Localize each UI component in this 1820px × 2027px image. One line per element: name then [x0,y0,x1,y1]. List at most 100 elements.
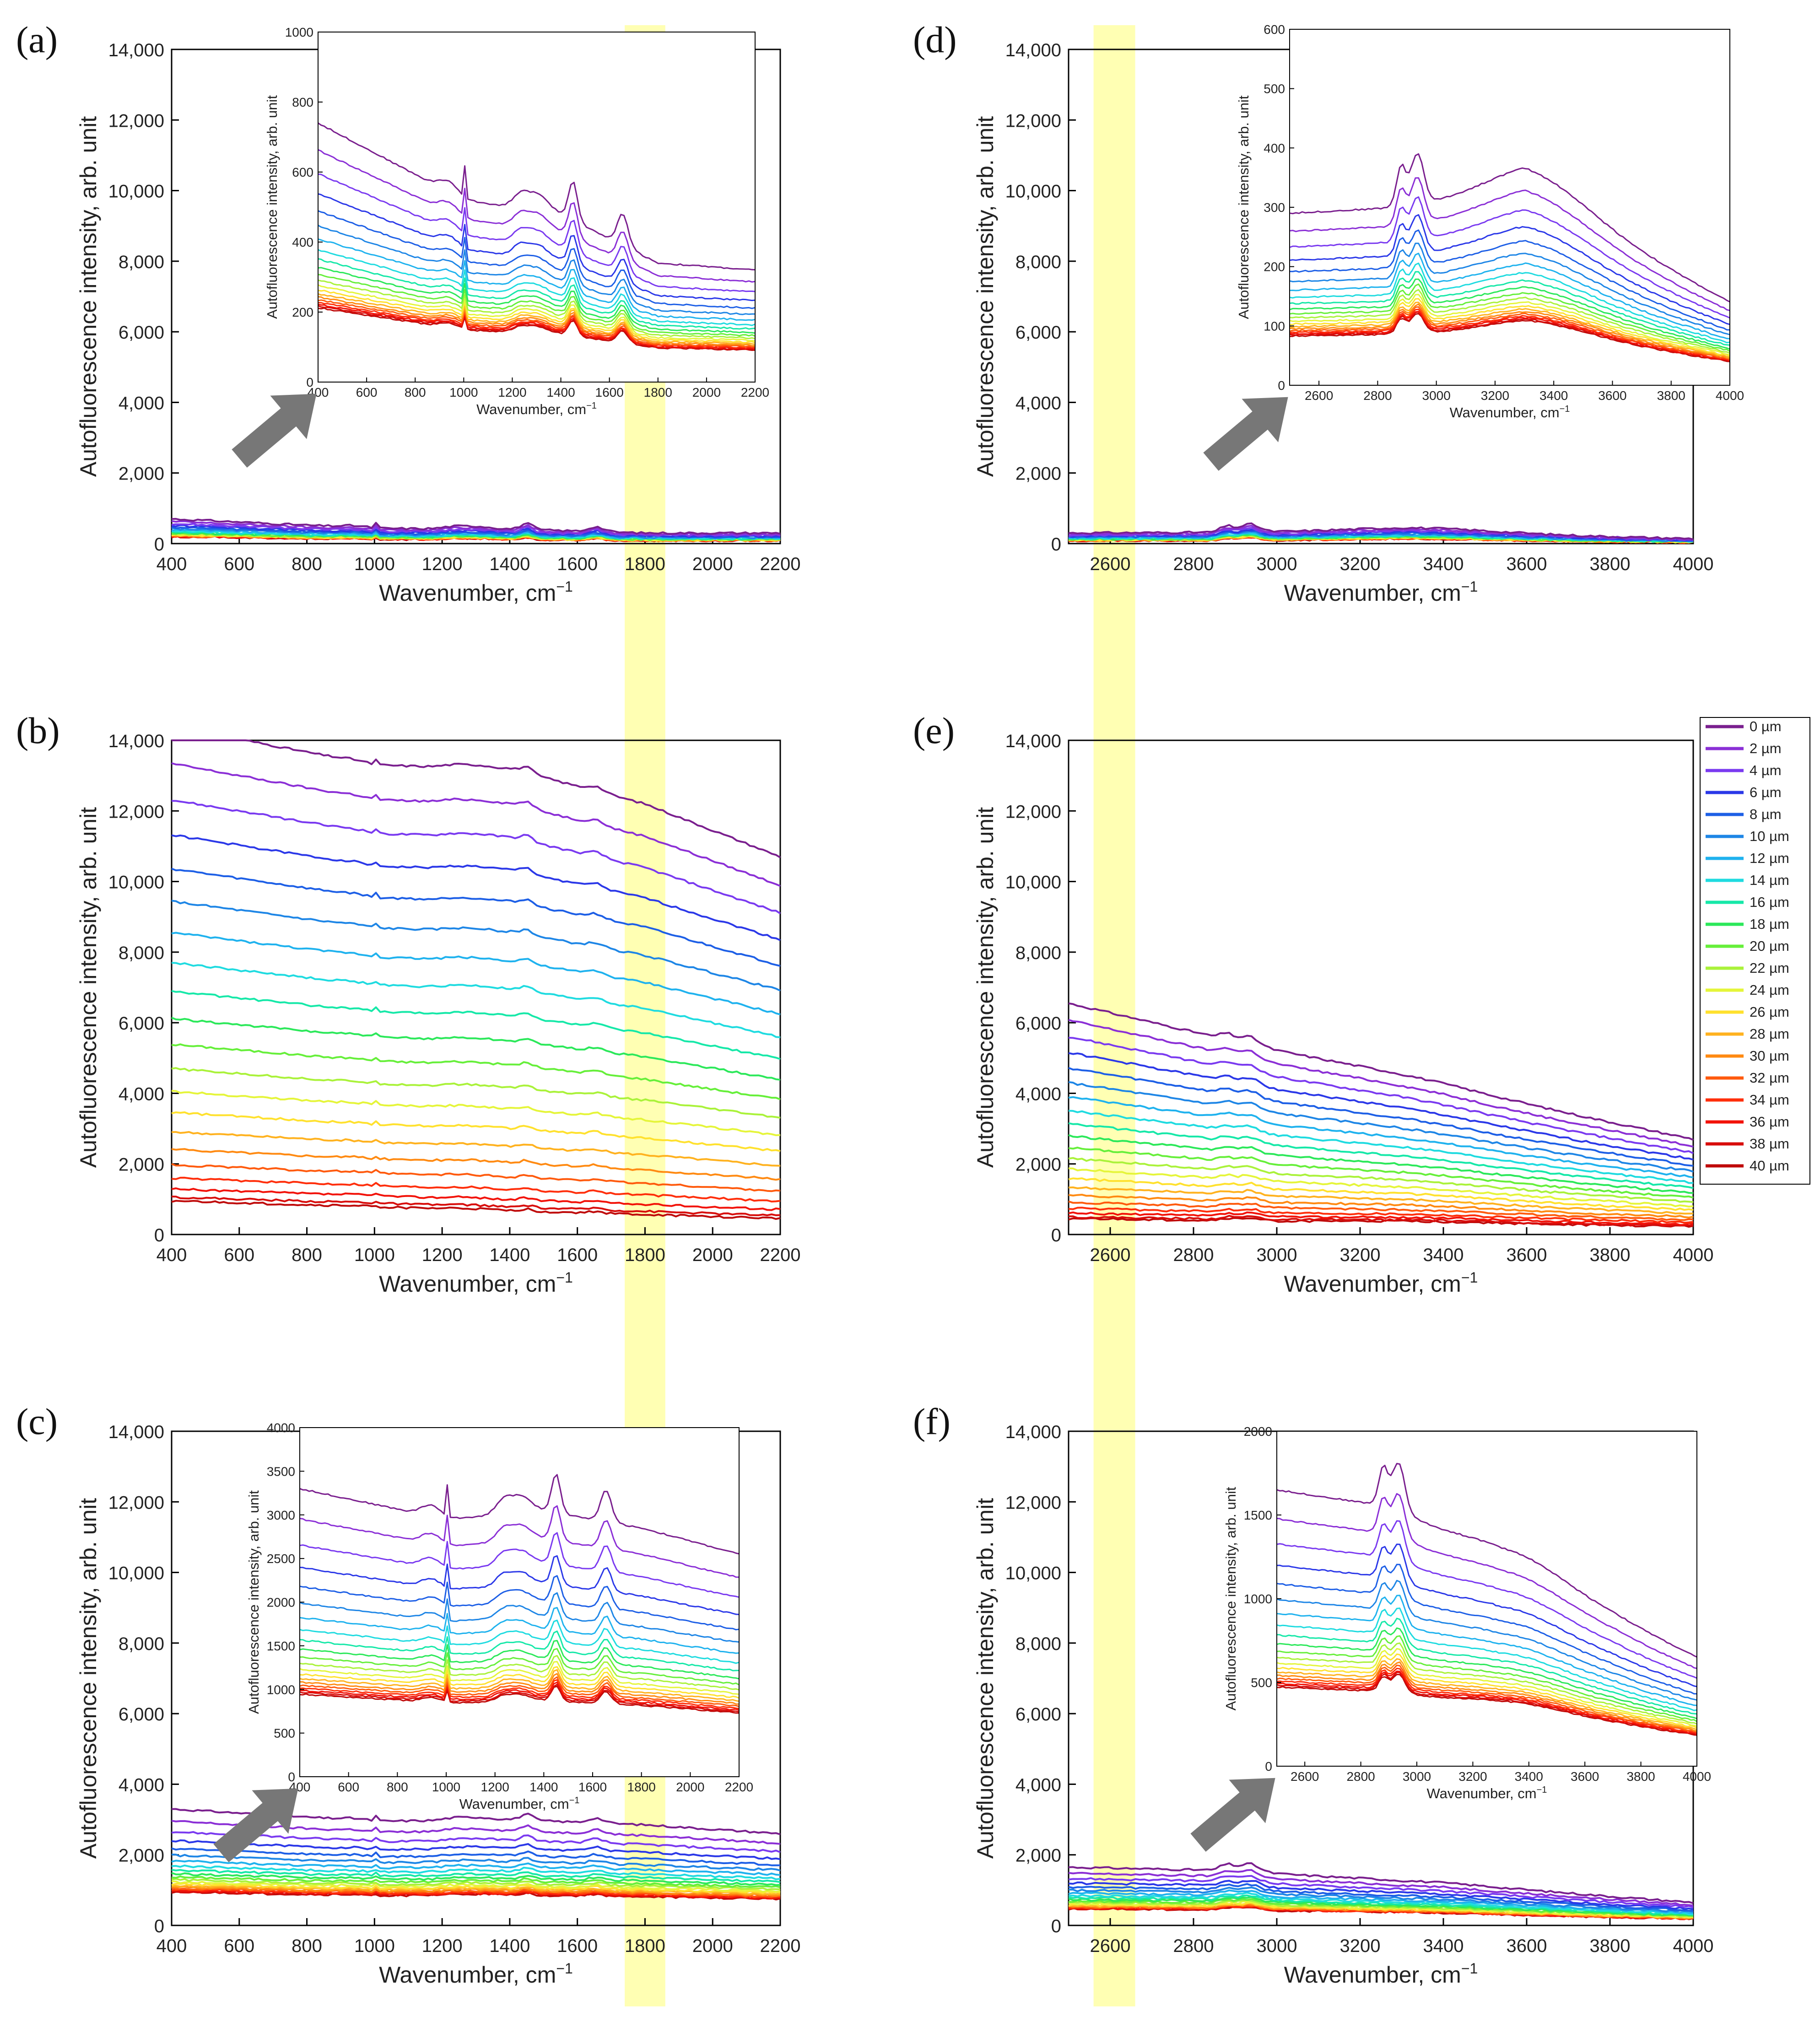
inset-a-series-line [318,267,756,334]
inset-a-ytick-label: 0 [306,375,313,389]
panel-f: (f) 2600 2800 3000 3200 3400 3600 3800 4000 0 2,00… [913,1401,1713,1988]
legend-label: 34 µm [1750,1092,1789,1108]
inset-f-series-line [1276,1671,1697,1736]
panel-f-ytick-label: 8,000 [1015,1634,1061,1654]
panel-b-xtick-label: 2200 [760,1245,801,1265]
inset-d-series-line [1289,271,1730,346]
panel-e-frame [1068,739,1694,1235]
panel-a-xtick-label: 1800 [625,554,665,574]
panel-b-ylabel: Autofluorescence intensity, arb. unit [76,807,101,1168]
inset-d-ytick-label: 600 [1264,22,1285,37]
inset-a-ytick-label: 800 [292,95,313,109]
panel-a-xtick-label: 800 [292,554,322,574]
panel-f-series-line [1069,1887,1694,1913]
panel-c-xtick-label: 400 [157,1936,187,1956]
inset-f-series-line [1276,1671,1697,1735]
inset-d-xlabel: Wavenumber, cm−1 [1450,404,1570,420]
panel-label-b: (b) [16,710,60,751]
panel-c-xtick-label: 1200 [422,1936,463,1956]
inset-f-series-line [1276,1642,1697,1725]
panel-c-ytick-label: 8,000 [119,1634,164,1654]
panel-e-xtick-label: 4000 [1673,1245,1714,1265]
legend-label: 32 µm [1750,1070,1789,1086]
inset-a-xlabel: Wavenumber, cm−1 [476,401,597,417]
panel-a-series-line [171,520,781,536]
panel-b-series-line [171,1017,781,1081]
panel-c-ytick-label: 4,000 [119,1775,164,1795]
inset-f-ytick-label: 1000 [1244,1592,1272,1606]
inset-d-series-line [1289,214,1730,325]
inset-f-series-line [1276,1674,1697,1736]
legend-label: 22 µm [1750,960,1789,976]
panel-c-series-line [171,1820,781,1845]
inset-f-series-line [1276,1607,1697,1711]
inset-c-ytick-label: 2000 [267,1596,295,1610]
inset-a-xtick-label: 600 [356,385,378,399]
panel-f-xtick-label: 3800 [1590,1936,1631,1956]
panel-e-series-line [1068,1177,1694,1211]
panel-c-series-line [171,1878,781,1891]
panel-d-ytick-label: 14,000 [1005,40,1061,60]
panel-f-ytick-label: 10,000 [1005,1563,1061,1584]
inset-c-ytick-label: 2500 [267,1552,295,1566]
panel-e-ytick-label: 4,000 [1015,1084,1061,1104]
panel-a-series-line [171,518,781,535]
panel-a-ytick-label: 10,000 [108,182,164,202]
panel-e-xtick-label: 3600 [1507,1245,1547,1265]
panel-b-xlabel: Wavenumber, cm−1 [379,1269,573,1297]
panel-b-series-line [172,739,781,858]
panel-a-xtick-label: 1200 [422,554,463,574]
inset-f-series-line [1276,1563,1697,1695]
inset-a-series-line [318,149,756,283]
inset-a-xtick-label: 1800 [644,385,672,399]
panel-d-ytick-label: 2,000 [1015,464,1061,484]
panel-f-series-line [1068,1875,1694,1908]
panel-a-xlabel: Wavenumber, cm−1 [379,578,573,606]
inset-a-ylabel: Autofluorescence intensity, arb. unit [264,95,280,319]
inset-c-series-line [299,1685,740,1714]
panel-a-ylabel: Autofluorescence intensity, arb. unit [76,116,101,477]
panel-f-series-line [1068,1862,1694,1904]
panel-b-xtick-label: 400 [157,1245,187,1265]
inset-a-xtick-label: 2200 [741,385,769,399]
panel-d-ytick-label: 6,000 [1015,323,1061,343]
panel-b: (b) 400 600 800 1000 1200 1400 1600 1800 2000 2200… [16,710,800,1297]
panel-a-ytick-label: 6,000 [119,323,164,343]
panel-e-ytick-label: 12,000 [1005,802,1061,822]
panel-f-ytick-label: 4,000 [1015,1775,1061,1795]
panel-b-xtick-label: 1800 [625,1245,665,1265]
panel-d-ytick-label: 10,000 [1005,182,1061,202]
panel-f-xtick-label: 3200 [1340,1936,1381,1956]
panel-e-ylabel: Autofluorescence intensity, arb. unit [972,807,998,1168]
inset-f-xtick-label: 2800 [1346,1769,1375,1784]
legend-label: 24 µm [1750,982,1789,998]
panel-e-series-line [1068,1186,1694,1215]
inset-a-series-line [318,122,756,270]
panel-e-series-line [1068,1211,1694,1226]
inset-c-series-line [299,1682,740,1711]
legend-label: 20 µm [1750,938,1789,954]
panel-d-xtick-label: 2600 [1090,554,1131,574]
inset-a-ytick-label: 1000 [285,25,313,39]
inset-d-series-line [1289,229,1730,331]
panel-f-series-line [1068,1883,1693,1912]
inset-a-series-line [318,293,756,345]
panel-a: (a)400 600 800 1000 1200 1400 1600 1800 2000 2200… [16,19,800,606]
panel-c-xtick-label: 1800 [625,1936,665,1956]
panel-e-series-line [1068,1081,1694,1173]
inset-a-series-line [318,210,756,309]
panel-a-ytick-label: 8,000 [119,252,164,272]
inset-a-series-line [318,279,756,340]
inset-d-series-line [1289,302,1730,358]
panel-b-series-line [171,990,781,1060]
inset-c-series-line [299,1655,740,1691]
panel-b-series-line [171,900,781,992]
panel-a-xtick-label: 1400 [489,554,530,574]
panel-f-xtick-label: 3000 [1257,1936,1297,1956]
inset-d-series-line [1289,196,1730,319]
inset-c: 400 600 800 1000 1200 1400 1600 1800 2000 2200050… [246,1421,753,1812]
legend-label: 6 µm [1750,784,1782,800]
panel-c-ylabel: Autofluorescence intensity, arb. unit [76,1498,101,1859]
inset-d-xtick-label: 3800 [1657,388,1685,403]
panel-c-ytick-label: 0 [154,1916,164,1936]
